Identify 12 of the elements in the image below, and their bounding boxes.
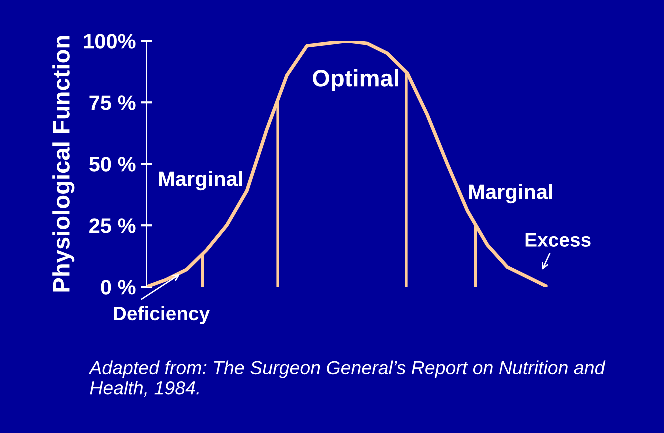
y-tick-label: 75 % xyxy=(90,96,136,110)
annotation: Marginal xyxy=(159,171,242,191)
y-tick-label: 100% xyxy=(84,34,136,49)
y-tick-label: 50 % xyxy=(89,157,136,172)
annotation: Excess xyxy=(526,233,591,247)
y-tick-label: 25 % xyxy=(90,218,136,234)
y-axis-title: Physiological Function xyxy=(52,36,75,292)
text: Deficiency xyxy=(114,306,210,324)
text: Adapted from: The Surgeon General’s Report on Nutrition and Health, 1984. xyxy=(88,360,606,397)
annotation: Marginal xyxy=(470,184,552,204)
annotation: Optimal xyxy=(313,69,398,92)
y-tick-label: 0 % xyxy=(101,280,136,295)
